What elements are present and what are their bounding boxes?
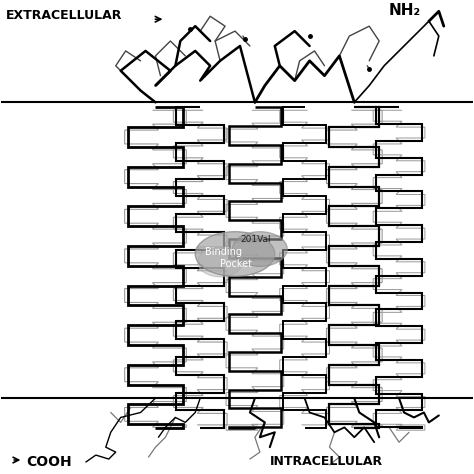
Ellipse shape xyxy=(233,232,287,266)
Text: INTRACELLULAR: INTRACELLULAR xyxy=(270,455,383,468)
Text: 201Val: 201Val xyxy=(240,235,271,244)
Ellipse shape xyxy=(195,232,275,276)
Text: COOH: COOH xyxy=(26,455,72,469)
Text: NH₂: NH₂ xyxy=(389,3,421,18)
Ellipse shape xyxy=(198,247,243,277)
Text: Binding: Binding xyxy=(205,247,242,257)
Text: Pocket: Pocket xyxy=(220,259,252,269)
Text: EXTRACELLULAR: EXTRACELLULAR xyxy=(6,9,123,22)
